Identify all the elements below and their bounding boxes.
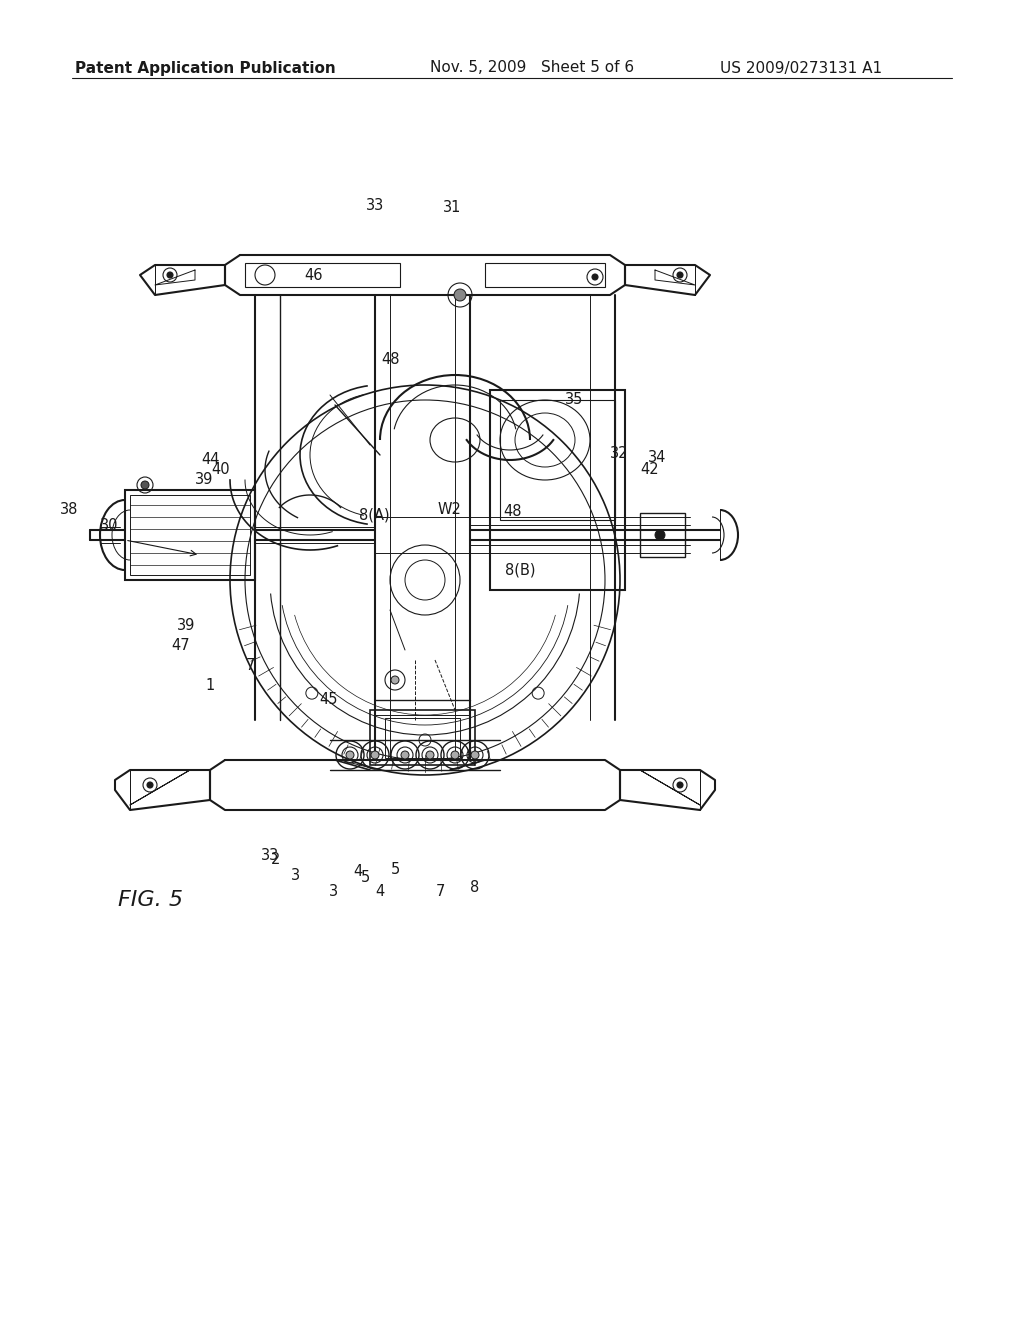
Text: W2: W2 (438, 503, 462, 517)
Bar (385, 718, 460, 758)
Text: 7: 7 (435, 884, 444, 899)
Circle shape (167, 272, 173, 279)
Text: 4: 4 (376, 884, 385, 899)
Text: 33: 33 (261, 847, 280, 862)
Text: 8: 8 (470, 880, 479, 895)
Text: Patent Application Publication: Patent Application Publication (75, 61, 336, 75)
Text: 1: 1 (206, 677, 215, 693)
Circle shape (592, 275, 598, 280)
Text: 39: 39 (195, 473, 213, 487)
Circle shape (655, 531, 665, 540)
Text: 48: 48 (503, 504, 521, 520)
Circle shape (471, 751, 479, 759)
Text: 46: 46 (304, 268, 323, 282)
Bar (125, 490, 255, 579)
Circle shape (147, 781, 153, 788)
Text: 45: 45 (319, 693, 338, 708)
Text: 38: 38 (59, 503, 78, 517)
Circle shape (451, 751, 459, 759)
Text: US 2009/0273131 A1: US 2009/0273131 A1 (720, 61, 882, 75)
Bar (130, 495, 250, 576)
Text: 42: 42 (640, 462, 658, 478)
Text: Nov. 5, 2009   Sheet 5 of 6: Nov. 5, 2009 Sheet 5 of 6 (430, 61, 634, 75)
Text: 8(B): 8(B) (505, 562, 536, 578)
Circle shape (677, 781, 683, 788)
Bar (370, 710, 475, 766)
Text: 3: 3 (291, 867, 300, 883)
Text: 30: 30 (99, 517, 118, 532)
Text: 39: 39 (176, 618, 195, 632)
Text: 48: 48 (382, 352, 400, 367)
Text: 40: 40 (211, 462, 230, 478)
Circle shape (677, 272, 683, 279)
Text: 44: 44 (202, 453, 220, 467)
Text: 8(A): 8(A) (359, 507, 390, 523)
Circle shape (346, 751, 354, 759)
Text: 47: 47 (171, 638, 190, 652)
Text: 5: 5 (390, 862, 399, 878)
Bar (485, 263, 605, 286)
Text: 7: 7 (246, 657, 255, 672)
Text: 2: 2 (270, 853, 280, 867)
Circle shape (454, 289, 466, 301)
Circle shape (371, 751, 379, 759)
Text: 33: 33 (366, 198, 384, 213)
Circle shape (426, 751, 434, 759)
Text: 34: 34 (648, 450, 667, 466)
Bar (640, 513, 685, 557)
Circle shape (141, 480, 150, 488)
Text: 4: 4 (353, 865, 362, 879)
Text: FIG. 5: FIG. 5 (118, 890, 183, 909)
Text: 35: 35 (565, 392, 584, 408)
Circle shape (401, 751, 409, 759)
Text: 31: 31 (442, 201, 461, 215)
Bar (500, 400, 615, 520)
Text: 32: 32 (610, 446, 629, 461)
Bar (490, 389, 625, 590)
Text: 3: 3 (329, 884, 338, 899)
Circle shape (391, 676, 399, 684)
Text: 5: 5 (360, 870, 370, 884)
Bar (245, 263, 400, 286)
